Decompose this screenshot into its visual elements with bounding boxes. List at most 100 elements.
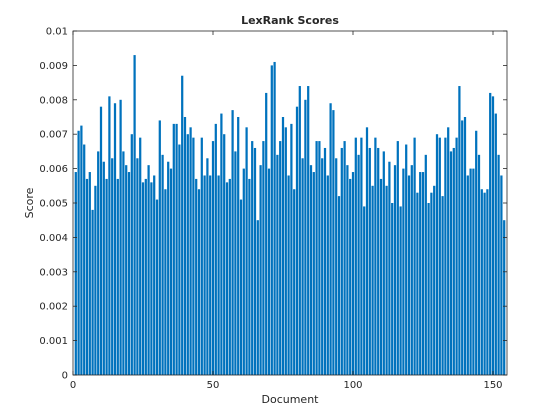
bar-document-35 [169, 168, 173, 375]
bar-document-26 [144, 178, 147, 375]
y-axis-label: Score [23, 187, 36, 218]
bar-document-70 [267, 168, 271, 375]
bar-document-41 [186, 134, 189, 375]
bar-document-28 [150, 182, 153, 375]
bar-document-42 [189, 127, 192, 375]
bar-document-84 [307, 86, 310, 375]
bar-document-34 [167, 161, 170, 375]
y-tick-label: 0.01 [46, 27, 68, 38]
bar-document-87 [315, 141, 318, 375]
bar-document-147 [483, 192, 486, 375]
bar-document-67 [259, 165, 262, 375]
bar-document-9 [97, 151, 100, 375]
bar-document-149 [489, 92, 492, 376]
bar-document-140 [463, 117, 467, 375]
bar-document-72 [273, 61, 276, 376]
bar-document-45 [197, 189, 201, 375]
bar-document-100 [351, 172, 355, 375]
bar-document-85 [309, 165, 313, 375]
bar-document-139 [461, 120, 464, 375]
bar-document-77 [287, 175, 290, 375]
bar-document-55 [225, 182, 229, 375]
bar-document-133 [444, 137, 447, 375]
x-tick-label: 50 [207, 380, 220, 391]
bars-group [74, 55, 506, 376]
x-tick-label: 150 [483, 380, 502, 391]
bar-document-79 [293, 189, 296, 375]
bar-document-50 [211, 141, 215, 375]
bar-document-31 [158, 120, 161, 375]
bar-document-33 [164, 189, 167, 375]
bar-document-3 [80, 125, 83, 375]
bar-document-135 [449, 151, 453, 375]
bar-document-36 [172, 123, 175, 375]
bar-document-17 [119, 99, 122, 376]
bar-document-46 [200, 137, 203, 375]
bar-document-88 [318, 141, 321, 375]
bar-document-152 [497, 154, 500, 375]
bar-document-150 [491, 96, 495, 376]
bar-document-143 [472, 168, 475, 375]
y-tick-label: 0.008 [39, 95, 68, 106]
bar-document-117 [399, 206, 402, 375]
bar-document-112 [385, 185, 388, 375]
bar-document-91 [326, 175, 329, 375]
bar-document-116 [396, 141, 399, 375]
bar-document-89 [321, 158, 324, 375]
bar-document-138 [458, 86, 461, 375]
bar-document-64 [251, 141, 254, 375]
bar-document-40 [183, 117, 187, 375]
bar-document-75 [281, 117, 285, 375]
bar-document-126 [424, 154, 427, 375]
x-axis-label: Document [262, 393, 320, 406]
bar-document-44 [195, 178, 198, 375]
bar-document-13 [108, 96, 111, 376]
bar-document-107 [371, 185, 374, 375]
chart-title: LexRank Scores [241, 14, 339, 27]
bar-document-154 [503, 220, 506, 375]
bar-document-68 [262, 141, 265, 375]
bar-document-132 [441, 196, 444, 375]
bar-document-113 [388, 161, 391, 375]
bar-document-74 [279, 141, 282, 375]
bar-document-16 [116, 178, 119, 375]
bar-document-69 [265, 92, 268, 376]
bar-document-8 [94, 185, 97, 375]
bar-document-15 [113, 103, 117, 376]
bar-document-76 [284, 127, 287, 375]
bar-document-115 [393, 165, 397, 375]
bar-document-19 [125, 165, 128, 375]
bar-document-58 [234, 151, 237, 375]
bar-document-22 [133, 55, 136, 375]
bar-document-103 [360, 137, 363, 375]
bar-document-80 [295, 106, 299, 376]
bar-document-37 [175, 123, 178, 375]
bar-document-118 [402, 168, 405, 375]
bar-document-32 [161, 154, 164, 375]
bar-document-43 [192, 137, 195, 375]
bar-document-57 [231, 110, 234, 376]
bar-document-111 [382, 151, 385, 375]
bar-document-10 [99, 106, 103, 376]
bar-document-102 [357, 154, 360, 375]
bar-document-108 [374, 137, 377, 375]
bar-document-54 [223, 134, 226, 375]
bar-document-120 [407, 175, 411, 375]
bar-document-59 [237, 117, 240, 375]
bar-document-86 [312, 172, 315, 375]
bar-document-51 [214, 123, 217, 375]
bar-document-129 [433, 185, 436, 375]
bar-document-23 [136, 158, 139, 375]
bar-document-66 [256, 220, 259, 375]
bar-document-82 [301, 158, 304, 375]
bar-document-96 [340, 147, 343, 375]
bar-document-142 [469, 168, 472, 375]
y-tick-label: 0.007 [39, 130, 68, 141]
y-tick-label: 0.009 [39, 61, 68, 72]
bar-document-49 [209, 175, 212, 375]
bar-document-21 [130, 134, 133, 375]
bar-document-94 [335, 158, 338, 375]
bar-document-60 [239, 199, 243, 375]
bar-document-98 [346, 165, 349, 375]
bar-document-90 [323, 147, 327, 375]
